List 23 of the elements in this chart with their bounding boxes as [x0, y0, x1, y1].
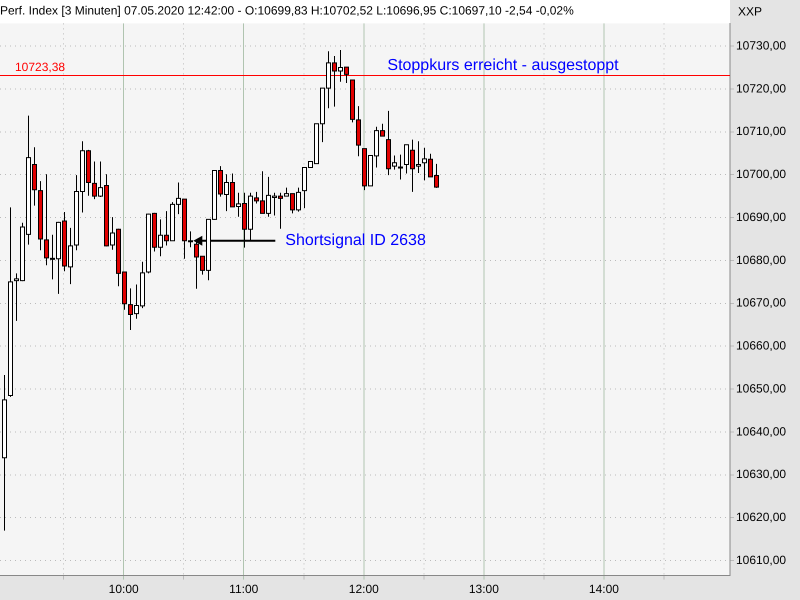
- ref-line-label: 10723,38: [15, 60, 66, 74]
- y-tick-label: 10680,00: [736, 252, 786, 267]
- y-tick-label: 10670,00: [736, 296, 786, 310]
- x-tick-label: 12:00: [348, 582, 380, 596]
- y-tick-label: 10640,00: [736, 424, 786, 438]
- y-tick-label: 10720,00: [736, 81, 786, 96]
- y-tick-label: 10630,00: [736, 467, 786, 482]
- y-tick-label: 10710,00: [736, 124, 786, 138]
- y-tick-label: 10690,00: [736, 210, 786, 224]
- x-tick-label: 10:00: [108, 582, 140, 596]
- x-tick-label: 14:00: [588, 582, 620, 596]
- y-tick-label: 10660,00: [736, 338, 786, 353]
- y-tick-label: 10610,00: [736, 552, 786, 567]
- annotation: Stoppkurs erreicht - ausgestoppt: [387, 56, 620, 74]
- y-tick-label: 10620,00: [736, 510, 786, 524]
- y-tick-label: 10700,00: [736, 167, 786, 182]
- y-tick-label: 10730,00: [736, 38, 786, 52]
- text: XXP: [738, 4, 762, 18]
- chart-title: Perf. Index [3 Minuten] 07.05.2020 12:42:00 - O:10699,83 H:10702,52 L:10696,95 C:10697,10 -2,54 -0,02%: [0, 4, 574, 18]
- x-tick-label: 13:00: [468, 582, 500, 596]
- x-tick-label: 11:00: [229, 582, 259, 596]
- annotation: Shortsignal ID 2638: [285, 232, 426, 250]
- y-tick-label: 10650,00: [736, 381, 786, 396]
